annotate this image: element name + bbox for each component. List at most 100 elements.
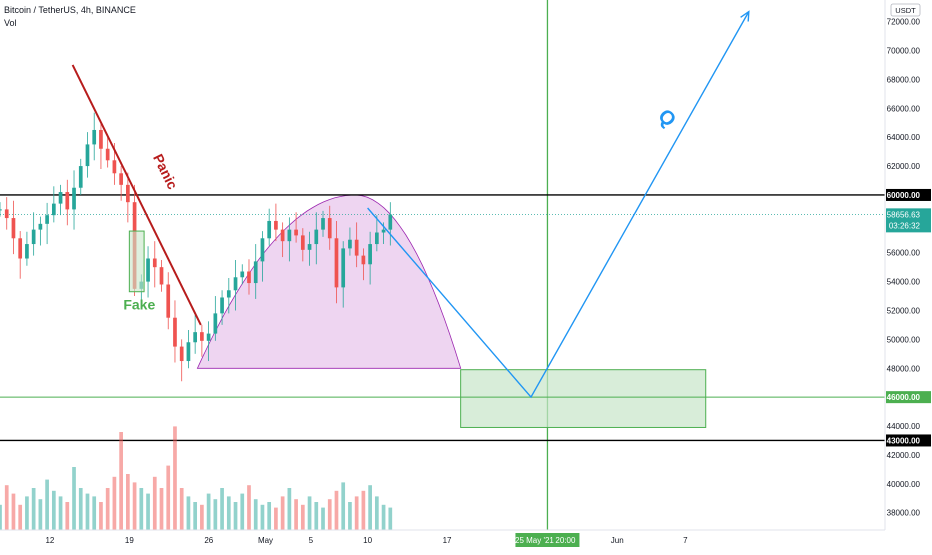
candle-body	[260, 238, 265, 262]
candle-body	[354, 239, 359, 256]
volume-bar	[374, 496, 379, 530]
volume-bar	[25, 496, 29, 530]
time-tick-label: May	[258, 536, 273, 545]
volume-bar	[233, 502, 238, 530]
volume-bar	[200, 504, 204, 530]
volume-bar	[307, 496, 312, 530]
volume-bar	[159, 488, 164, 530]
price-tick-label: 50000.00	[887, 335, 921, 344]
candle-body	[99, 129, 103, 149]
candle-body	[31, 229, 36, 245]
candle-body	[206, 333, 211, 341]
candle-body	[321, 218, 325, 230]
volume-bar	[220, 488, 224, 530]
volume-bar	[173, 426, 177, 530]
price-tick-label: 66000.00	[887, 104, 921, 113]
price-tick-label: 68000.00	[887, 75, 921, 84]
volume-bar	[31, 488, 36, 530]
candle-body	[280, 229, 285, 242]
candle-body	[374, 232, 379, 245]
level-price-tag	[886, 391, 931, 404]
volume-bar	[280, 496, 285, 530]
volume-bar	[92, 496, 97, 530]
volume-bar	[85, 493, 90, 530]
candle-body	[253, 261, 258, 284]
level-price-label: 46000.00	[887, 393, 921, 402]
price-tick-label: 44000.00	[887, 422, 921, 431]
volume-bar	[126, 474, 130, 530]
candle-body	[287, 229, 292, 242]
candle-body	[65, 192, 70, 210]
candle-body	[193, 332, 198, 343]
candle-body	[51, 203, 56, 216]
candle-body	[233, 277, 238, 291]
time-tick-label: 5	[309, 536, 314, 545]
volume-bar	[58, 496, 63, 530]
candle-body	[92, 129, 97, 145]
volume-bar	[341, 482, 346, 530]
volume-bar	[226, 496, 231, 530]
volume-bar	[348, 502, 352, 530]
volume-bar	[45, 479, 49, 530]
volume-bar	[119, 432, 123, 530]
candle-body	[220, 297, 224, 314]
time-tick-label: 7	[683, 536, 688, 545]
candle-body	[11, 218, 16, 239]
level-price-tag	[886, 188, 931, 201]
price-tick-label: 38000.00	[887, 509, 921, 518]
volume-bar	[247, 485, 251, 530]
volume-bar	[294, 499, 298, 530]
volume-bar	[166, 465, 171, 530]
candle-body	[166, 284, 171, 318]
volume-bar	[4, 485, 9, 530]
volume-bar	[51, 490, 56, 530]
time-tick-label: 10	[363, 536, 372, 545]
time-tick-label: 19	[125, 536, 134, 545]
candle-body	[388, 214, 393, 230]
volume-bar	[105, 488, 110, 530]
volume-bar	[267, 502, 272, 530]
volume-bar	[354, 496, 359, 530]
time-tick-label: 26	[204, 536, 213, 545]
volume-bar	[193, 502, 198, 530]
volume-bar	[260, 504, 265, 530]
level-price-tag	[886, 434, 931, 447]
candle-body	[78, 166, 83, 188]
volume-bar	[213, 499, 218, 530]
candle-body	[307, 244, 312, 250]
level-price-label: 43000.00	[887, 436, 921, 445]
volume-bar	[38, 499, 43, 530]
candle-body	[0, 209, 2, 211]
price-tick-label: 52000.00	[887, 306, 921, 315]
volume-bar	[300, 504, 305, 530]
q-label: Q	[653, 105, 680, 132]
candle-body	[381, 229, 386, 233]
price-tick-label: 64000.00	[887, 133, 921, 142]
volume-bar	[253, 499, 258, 530]
forecast-path	[367, 11, 750, 399]
candle-body	[85, 144, 90, 167]
countdown-label: 03:26:32	[889, 221, 921, 230]
forecast-arrow-head	[740, 10, 750, 22]
candle-body	[58, 192, 63, 204]
candle-body	[25, 244, 29, 259]
volume-bar	[112, 476, 117, 530]
volume-bar	[99, 502, 103, 530]
symbol-title: Bitcoin / TetherUS, 4h, BINANCE	[4, 5, 136, 15]
volume-bar	[78, 488, 83, 530]
price-tick-label: 54000.00	[887, 278, 921, 287]
volume-bar	[152, 476, 157, 530]
price-tick-label: 42000.00	[887, 451, 921, 460]
volume-bar	[361, 490, 366, 530]
volume-bar	[0, 504, 2, 530]
candle-body	[213, 313, 218, 334]
candle-body	[126, 184, 130, 203]
time-tick-label: 17	[443, 536, 452, 545]
candle-body	[18, 238, 23, 259]
volume-bar	[65, 502, 70, 530]
currency-badge	[890, 3, 921, 17]
volume-bar	[327, 499, 332, 530]
candle-body	[119, 173, 123, 185]
